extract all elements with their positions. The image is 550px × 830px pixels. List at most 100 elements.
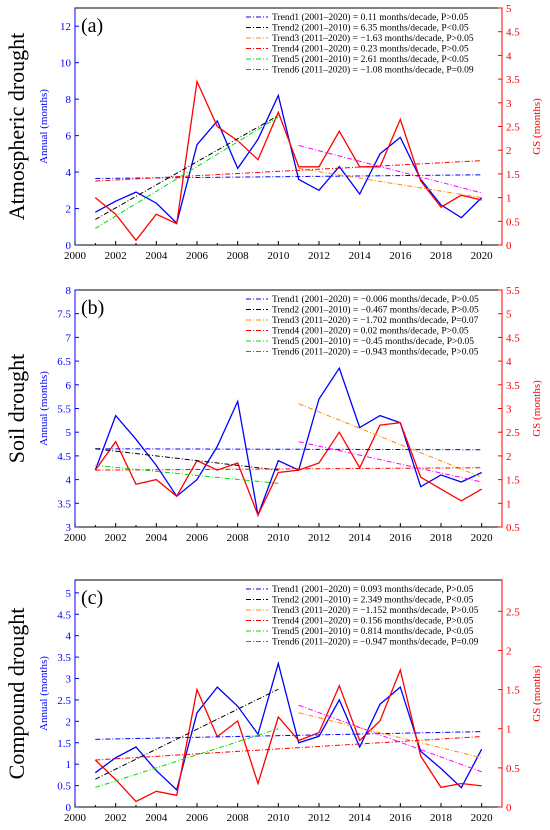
trend-line-trend6 (298, 144, 482, 194)
legend-label: Trend3 (2011–2020) = −1.63 months/decade… (272, 33, 474, 44)
trend-line-trend6 (298, 441, 482, 483)
right-tick-label: 2 (506, 451, 512, 463)
legend-label: Trend3 (2011–2020) = −1.152 months/decad… (272, 605, 479, 616)
right-axis-title: GS (months) (531, 665, 543, 722)
x-tick-label: 2002 (105, 250, 127, 262)
x-tick-label: 2016 (389, 812, 412, 824)
trend-line-trend2 (95, 688, 279, 780)
trend-line-trend2 (95, 115, 279, 220)
x-tick-label: 2012 (308, 250, 330, 262)
x-tick-label: 2008 (227, 250, 250, 262)
x-tick-label: 2012 (308, 532, 330, 544)
right-axis-title: GS (months) (531, 380, 543, 437)
right-tick-label: 0 (506, 802, 512, 814)
trend-line-trend1 (95, 731, 482, 740)
trend-line-trend6 (298, 704, 482, 773)
left-tick-label: 2.5 (57, 695, 71, 707)
left-tick-label: 4 (66, 167, 72, 179)
series-line-annual (94, 661, 483, 792)
trend-line-trend3 (298, 167, 482, 199)
chart-panel-2: 2000 2002 2004 2006 2008 2010 2012 2014 2016 2018… (4, 285, 543, 544)
x-tick-label: 2008 (227, 532, 250, 544)
right-tick-label: 4 (506, 50, 512, 62)
x-tick-label: 2004 (145, 812, 168, 824)
left-tick-label: 8 (66, 94, 72, 106)
right-tick-label: 0.5 (506, 522, 520, 534)
left-tick-label: 5 (66, 427, 72, 439)
right-tick-label: 2.5 (506, 606, 520, 618)
x-tick-label: 2006 (186, 532, 209, 544)
legend-label: Trend4 (2001–2020) = 0.156 months/decade… (272, 616, 474, 627)
x-tick-label: 2008 (227, 812, 250, 824)
x-tick-label: 2020 (471, 250, 494, 262)
right-tick-label: 2 (506, 145, 512, 157)
trend-line-trend5 (95, 116, 279, 229)
right-tick-label: 4 (506, 356, 512, 368)
left-tick-label: 3.5 (57, 498, 71, 510)
left-tick-label: 0 (66, 802, 72, 814)
left-axis-title: Annual (months) (38, 656, 50, 731)
right-tick-label: 0 (506, 240, 512, 252)
x-tick-label: 2010 (267, 250, 290, 262)
x-tick-label: 2016 (389, 532, 412, 544)
left-tick-label: 3 (66, 674, 72, 686)
right-tick-label: 1 (506, 724, 512, 736)
right-tick-label: 5.5 (506, 285, 520, 297)
legend-label: Trend2 (2001–2010) = −0.467 months/decad… (272, 305, 479, 316)
trend-line-trend1 (95, 448, 482, 451)
trend-line-trend5 (95, 728, 279, 788)
legend-label: Trend1 (2001–2020) = 0.11 months/decade,… (272, 12, 469, 23)
legend-label: Trend5 (2001–2010) = −0.45 months/decade… (272, 336, 474, 347)
x-tick-label: 2012 (308, 812, 330, 824)
right-tick-label: 2 (506, 645, 512, 657)
left-tick-label: 0.5 (57, 781, 71, 793)
x-tick-label: 2014 (349, 812, 372, 824)
legend-label: Trend6 (2011–2020) = −1.08 months/decade… (272, 65, 474, 76)
legend-label: Trend4 (2001–2020) = 0.23 months/decade,… (272, 44, 469, 55)
panel-label: (c) (81, 587, 103, 609)
left-tick-label: 5 (66, 588, 72, 600)
trend-line-trend3 (298, 712, 482, 759)
right-tick-label: 5 (506, 309, 512, 321)
left-tick-label: 6.5 (57, 356, 71, 368)
left-tick-label: 0 (66, 240, 72, 252)
left-tick-label: 4.5 (57, 609, 71, 621)
trend-line-trend2 (95, 448, 279, 471)
trend-line-trend4 (95, 736, 482, 761)
x-tick-label: 2004 (145, 250, 168, 262)
x-tick-label: 2010 (267, 812, 290, 824)
row-title: Atmospheric drought (4, 33, 29, 221)
x-tick-label: 2018 (430, 532, 453, 544)
x-tick-label: 2000 (64, 250, 87, 262)
right-tick-label: 1.5 (506, 475, 520, 487)
x-tick-label: 2020 (471, 532, 494, 544)
legend-label: Trend2 (2001–2010) = 2.349 months/decade… (272, 595, 474, 606)
x-tick-label: 2014 (349, 250, 372, 262)
left-tick-label: 3.5 (57, 652, 71, 664)
series-line-gs (94, 79, 482, 242)
legend-label: Trend1 (2001–2020) = −0.006 months/decad… (272, 294, 479, 305)
left-axis-title: Annual (months) (38, 371, 50, 446)
left-tick-label: 4.5 (57, 451, 71, 463)
left-tick-label: 3 (66, 522, 72, 534)
trend-line-trend3 (298, 403, 482, 478)
legend-label: Trend5 (2001–2010) = 2.61 months/decade,… (272, 54, 469, 65)
right-tick-label: 4.5 (506, 27, 520, 39)
right-tick-label: 3 (506, 98, 512, 110)
left-axis-title: Annual (months) (38, 89, 50, 164)
x-tick-label: 2018 (430, 250, 453, 262)
row-title: Compound drought (4, 608, 29, 780)
x-tick-label: 2006 (186, 250, 209, 262)
legend-label: Trend1 (2001–2020) = 0.093 months/decade… (272, 584, 474, 595)
series-line-annual (94, 366, 482, 518)
x-tick-label: 2004 (145, 532, 168, 544)
panel-label: (b) (81, 297, 104, 319)
x-tick-label: 2006 (186, 812, 209, 824)
left-tick-label: 1.5 (57, 738, 71, 750)
chart-panel-3: 2000 2002 2004 2006 2008 2010 2012 2014 2016 2018… (4, 579, 543, 824)
left-tick-label: 7 (66, 332, 72, 344)
x-tick-label: 2010 (267, 532, 290, 544)
right-tick-label: 2.5 (506, 122, 520, 134)
left-tick-label: 10 (60, 58, 72, 70)
